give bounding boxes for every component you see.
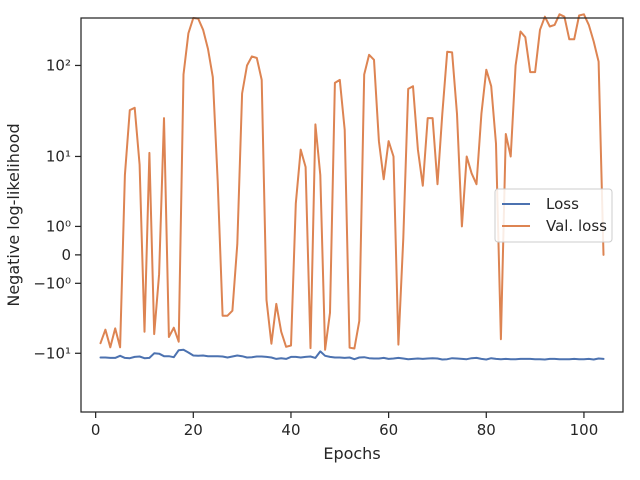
ticks: 0 20 40 60 80 100 10² 10¹ 10⁰ 0 −10⁰ −10¹ <box>33 56 598 439</box>
x-tick-label: 80 <box>477 421 496 439</box>
y-tick-label: 10⁰ <box>46 217 71 235</box>
y-axis-label: Negative log-likelihood <box>4 123 23 306</box>
legend-label-loss: Loss <box>546 195 579 213</box>
legend-label-val-loss: Val. loss <box>546 217 607 235</box>
y-tick-label: −10¹ <box>33 344 71 362</box>
x-tick-label: 40 <box>281 421 300 439</box>
legend: Loss Val. loss <box>494 188 613 243</box>
x-tick-label: 0 <box>91 421 101 439</box>
y-tick-label: 0 <box>61 246 71 264</box>
series-line-val-loss <box>99 13 605 351</box>
x-tick-label: 100 <box>570 421 599 439</box>
x-tick-label: 60 <box>379 421 398 439</box>
y-tick-label: −10⁰ <box>33 274 71 292</box>
y-tick-label: 10¹ <box>46 147 71 165</box>
x-axis-label: Epochs <box>323 444 380 463</box>
y-tick-label: 10² <box>46 56 71 74</box>
series-line-loss <box>99 348 605 361</box>
plot-lines <box>99 13 605 361</box>
x-tick-label: 20 <box>184 421 203 439</box>
axes-frame <box>80 17 624 413</box>
legend-box <box>494 188 613 243</box>
